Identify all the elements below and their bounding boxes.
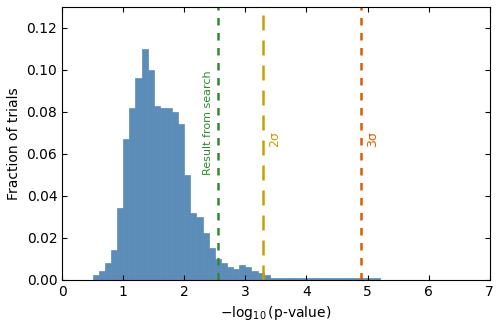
Bar <box>221 263 227 280</box>
Y-axis label: Fraction of trials: Fraction of trials <box>7 87 21 200</box>
Bar <box>337 278 355 280</box>
Bar <box>355 278 380 280</box>
Bar <box>99 271 105 280</box>
Bar <box>264 275 270 280</box>
Text: 3σ: 3σ <box>366 131 379 147</box>
Bar <box>258 273 264 280</box>
Bar <box>93 275 99 280</box>
Bar <box>239 265 245 280</box>
Bar <box>202 234 209 280</box>
Bar <box>166 108 172 280</box>
Bar <box>105 263 111 280</box>
Text: Result from search: Result from search <box>203 70 213 175</box>
Bar <box>276 278 282 280</box>
Bar <box>294 278 300 280</box>
Bar <box>282 278 288 280</box>
Bar <box>154 106 160 280</box>
Bar <box>270 278 276 280</box>
Bar <box>252 271 258 280</box>
Bar <box>160 108 166 280</box>
Bar <box>178 124 184 280</box>
Bar <box>135 78 141 280</box>
Bar <box>123 139 129 280</box>
Bar <box>288 278 294 280</box>
Bar <box>184 175 190 280</box>
Bar <box>209 248 215 280</box>
Bar <box>141 49 148 280</box>
Bar <box>196 217 202 280</box>
Bar <box>148 70 154 280</box>
Text: 2σ: 2σ <box>268 131 281 147</box>
Bar <box>129 108 135 280</box>
Bar <box>190 213 196 280</box>
Bar <box>233 269 239 280</box>
Bar <box>117 208 123 280</box>
X-axis label: $-\log_{10}(\mathrm{p\text{-}value})$: $-\log_{10}(\mathrm{p\text{-}value})$ <box>220 304 332 322</box>
Bar <box>227 267 233 280</box>
Bar <box>215 259 221 280</box>
Bar <box>111 250 117 280</box>
Bar <box>319 278 337 280</box>
Bar <box>245 267 252 280</box>
Bar <box>307 278 319 280</box>
Bar <box>172 112 178 280</box>
Bar <box>300 278 307 280</box>
